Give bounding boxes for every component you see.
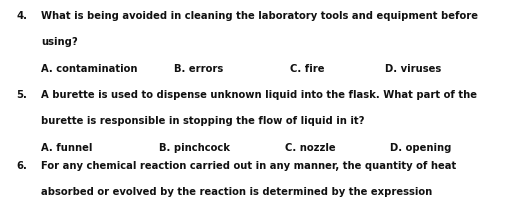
Text: 4.: 4.: [16, 11, 27, 21]
Text: B. errors: B. errors: [174, 64, 223, 74]
Text: absorbed or evolved by the reaction is determined by the expression: absorbed or evolved by the reaction is d…: [42, 187, 433, 197]
Text: B. pinchcock: B. pinchcock: [159, 143, 230, 153]
Text: burette is responsible in stopping the flow of liquid in it?: burette is responsible in stopping the f…: [42, 116, 365, 126]
Text: A burette is used to dispense unknown liquid into the flask. What part of the: A burette is used to dispense unknown li…: [42, 90, 478, 100]
Text: C. nozzle: C. nozzle: [285, 143, 335, 153]
Text: A. funnel: A. funnel: [42, 143, 93, 153]
Text: C. fire: C. fire: [290, 64, 324, 74]
Text: A. contamination: A. contamination: [42, 64, 138, 74]
Text: For any chemical reaction carried out in any manner, the quantity of heat: For any chemical reaction carried out in…: [42, 160, 456, 171]
Text: 6.: 6.: [16, 160, 27, 171]
Text: 5.: 5.: [16, 90, 27, 100]
Text: using?: using?: [42, 37, 78, 47]
Text: D. opening: D. opening: [391, 143, 452, 153]
Text: What is being avoided in cleaning the laboratory tools and equipment before: What is being avoided in cleaning the la…: [42, 11, 479, 21]
Text: D. viruses: D. viruses: [386, 64, 442, 74]
